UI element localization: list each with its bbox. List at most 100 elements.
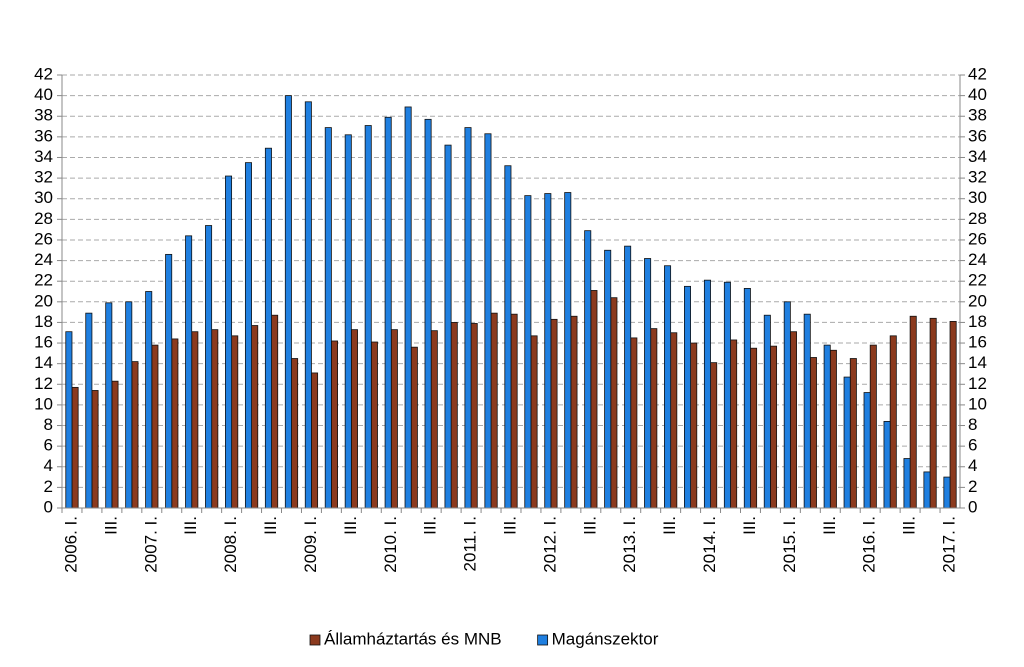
bar xyxy=(151,344,159,509)
bar xyxy=(444,144,452,509)
bar xyxy=(165,253,173,509)
y-tick-label: 36 xyxy=(34,126,53,145)
bar xyxy=(470,323,478,509)
bar xyxy=(65,331,73,509)
bar xyxy=(684,285,692,509)
y-tick-label: 28 xyxy=(34,209,53,228)
bar xyxy=(650,328,658,509)
bar xyxy=(464,127,472,509)
bar xyxy=(264,147,272,509)
x-tick-label: III. xyxy=(900,516,919,535)
x-tick-label: 2015. I. xyxy=(780,516,799,573)
bar xyxy=(550,318,558,509)
bar xyxy=(231,335,239,509)
bar xyxy=(624,245,632,509)
bar xyxy=(91,390,99,509)
y2-tick-label: 22 xyxy=(968,271,987,290)
bar xyxy=(324,127,332,509)
bar xyxy=(71,386,79,509)
y2-tick-label: 6 xyxy=(968,436,977,455)
y-tick-label: 8 xyxy=(44,415,53,434)
y2-tick-label: 8 xyxy=(968,415,977,434)
bar xyxy=(949,320,957,509)
legend-label: Államháztartás és MNB xyxy=(324,629,502,648)
y2-tick-label: 32 xyxy=(968,168,987,187)
bar xyxy=(703,279,711,509)
y-tick-label: 20 xyxy=(34,291,53,310)
bar xyxy=(364,125,372,509)
bar xyxy=(730,339,738,509)
bar xyxy=(863,392,871,509)
bar xyxy=(570,315,578,509)
bar xyxy=(750,347,758,509)
bar xyxy=(604,249,612,509)
bar xyxy=(185,235,193,509)
x-tick-label: 2013. I. xyxy=(620,516,639,573)
bar xyxy=(889,335,897,509)
bar xyxy=(271,314,279,509)
bar xyxy=(710,362,718,509)
y2-tick-label: 40 xyxy=(968,85,987,104)
y-tick-label: 30 xyxy=(34,188,53,207)
x-tick-label: III. xyxy=(740,516,759,535)
x-tick-label: III. xyxy=(580,516,599,535)
bar xyxy=(311,372,319,509)
x-tick-label: III. xyxy=(341,516,360,535)
bar xyxy=(823,344,831,509)
x-tick-label: 2011. I. xyxy=(461,516,480,571)
x-tick-label: III. xyxy=(181,516,200,535)
x-tick-label: 2016. I. xyxy=(860,516,879,573)
bar xyxy=(664,265,672,509)
bar xyxy=(450,322,458,509)
bar xyxy=(125,301,133,509)
bar xyxy=(191,331,199,509)
bar xyxy=(105,302,113,509)
bar xyxy=(251,325,259,509)
y-tick-label: 12 xyxy=(34,374,53,393)
bar xyxy=(330,340,338,509)
y2-tick-label: 12 xyxy=(968,374,987,393)
bar xyxy=(943,476,951,509)
y2-tick-label: 24 xyxy=(968,250,987,269)
y2-tick-label: 36 xyxy=(968,126,987,145)
bar xyxy=(630,337,638,509)
bar xyxy=(644,258,652,509)
x-tick-label: 2007. I. xyxy=(141,516,160,573)
bar xyxy=(723,281,731,509)
bar xyxy=(869,344,877,509)
bar xyxy=(770,345,778,509)
bar xyxy=(350,329,358,509)
y-tick-label: 24 xyxy=(34,250,53,269)
y-tick-label: 38 xyxy=(34,106,53,125)
bar xyxy=(590,290,598,509)
bar xyxy=(404,106,412,509)
bar xyxy=(530,335,538,509)
bar xyxy=(85,312,93,509)
legend-swatch xyxy=(537,634,549,646)
bar xyxy=(743,288,751,509)
y2-tick-label: 34 xyxy=(968,147,987,166)
bar xyxy=(131,361,139,509)
y2-tick-label: 4 xyxy=(968,456,977,475)
y-tick-label: 26 xyxy=(34,229,53,248)
bar xyxy=(205,225,213,509)
bar xyxy=(909,315,917,509)
y2-tick-label: 16 xyxy=(968,333,987,352)
bar xyxy=(564,192,572,509)
y2-tick-label: 20 xyxy=(968,291,987,310)
x-tick-label: III. xyxy=(500,516,519,535)
bar xyxy=(690,342,698,509)
legend-swatch xyxy=(309,634,321,646)
bar xyxy=(111,380,119,509)
x-tick-label: 2017. I. xyxy=(940,516,959,573)
y2-tick-label: 42 xyxy=(968,64,987,83)
y2-tick-label: 26 xyxy=(968,229,987,248)
bar xyxy=(171,338,179,509)
x-tick-label: III. xyxy=(820,516,839,535)
bar xyxy=(524,195,532,509)
y-tick-label: 10 xyxy=(34,394,53,413)
bar xyxy=(225,175,233,509)
x-tick-label: III. xyxy=(660,516,679,535)
x-tick-label: 2014. I. xyxy=(700,516,719,573)
bar xyxy=(244,162,252,509)
